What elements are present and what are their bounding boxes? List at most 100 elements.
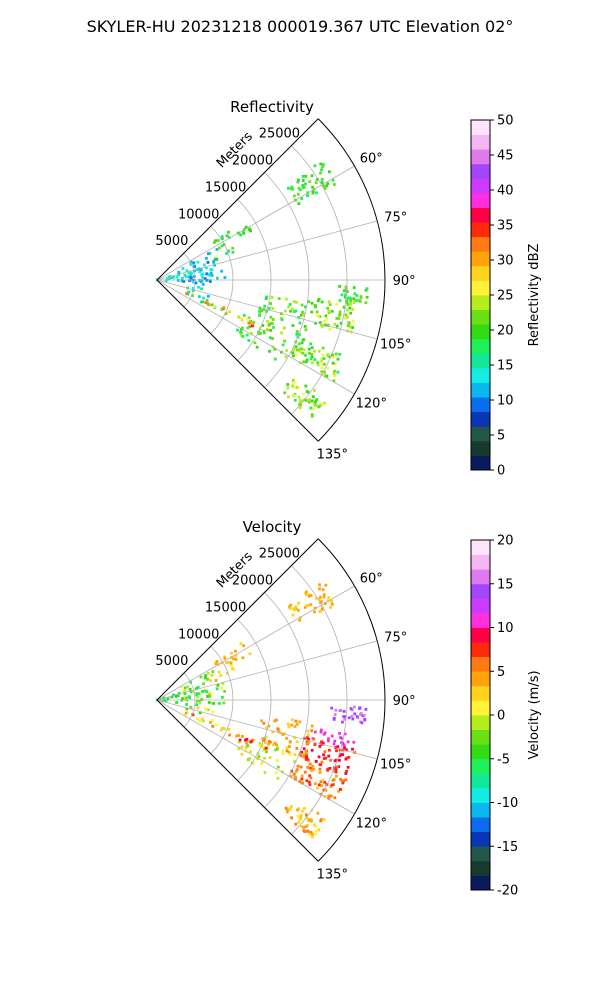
echo-point	[281, 733, 285, 736]
echo-point	[318, 583, 321, 587]
colorbar-segment	[471, 875, 490, 891]
echo-point	[210, 274, 214, 277]
echo-point	[305, 358, 309, 362]
echo-point	[345, 300, 348, 304]
echo-point	[296, 808, 299, 812]
echo-point	[347, 321, 351, 325]
echo-point	[315, 310, 319, 314]
echo-point	[344, 287, 348, 290]
echo-point	[245, 741, 249, 745]
echo-point	[241, 230, 245, 233]
echo-point	[281, 749, 285, 753]
echo-point	[323, 374, 327, 377]
colorbar-segment	[471, 251, 490, 267]
echo-point	[326, 599, 330, 602]
echo-point	[292, 300, 296, 303]
echo-point	[237, 747, 241, 750]
echo-point	[306, 736, 309, 739]
echo-point	[223, 656, 227, 660]
echo-point	[325, 317, 328, 321]
echo-point	[346, 303, 350, 306]
echo-point	[313, 606, 317, 610]
echo-point	[296, 192, 300, 196]
echo-point	[177, 273, 180, 277]
echo-point	[239, 233, 243, 237]
echo-point	[326, 353, 329, 357]
echo-point	[294, 353, 298, 357]
echo-point	[323, 187, 327, 190]
echo-point	[352, 286, 356, 289]
echo-point	[196, 686, 200, 690]
echo-point	[315, 178, 319, 181]
echo-point	[318, 587, 321, 591]
echo-point	[192, 263, 196, 267]
echo-point	[201, 717, 204, 721]
echo-point	[287, 186, 290, 190]
echo-point	[191, 690, 195, 694]
echo-point	[246, 317, 249, 321]
echo-point	[353, 751, 357, 754]
echo-point	[313, 389, 316, 392]
echo-point	[265, 726, 269, 729]
echo-point	[326, 366, 330, 370]
echo-point	[326, 767, 330, 771]
echo-point	[322, 595, 326, 599]
echo-point	[338, 754, 342, 758]
echo-point	[207, 708, 210, 712]
angular-tick-label: 105°	[380, 337, 411, 352]
echo-point	[332, 379, 336, 383]
echo-point	[230, 664, 233, 668]
echo-point	[306, 757, 310, 761]
echo-point	[184, 275, 188, 278]
echo-point	[335, 749, 338, 753]
echo-point	[333, 713, 337, 716]
echo-point	[227, 728, 231, 731]
echo-point	[303, 737, 306, 740]
echo-point	[295, 330, 299, 333]
echo-point	[332, 769, 336, 773]
echo-point	[219, 728, 223, 732]
echo-point	[310, 819, 313, 823]
echo-point	[336, 745, 340, 748]
echo-point	[301, 399, 304, 403]
echo-point	[268, 349, 271, 353]
echo-point	[183, 273, 187, 277]
echo-point	[267, 742, 271, 746]
echo-point	[256, 757, 259, 761]
echo-point	[349, 311, 353, 315]
echo-point	[198, 701, 202, 705]
echo-point	[311, 361, 314, 364]
colorbar-segment	[471, 612, 490, 628]
echo-point	[344, 293, 347, 296]
echo-point	[290, 769, 294, 773]
echo-point	[277, 730, 281, 734]
echo-point	[175, 695, 178, 698]
echo-point	[359, 713, 362, 716]
echo-point	[265, 750, 268, 754]
echo-point	[280, 318, 284, 321]
echo-point	[296, 764, 300, 768]
echo-point	[264, 735, 268, 739]
echo-point	[245, 737, 249, 741]
echo-point	[257, 755, 261, 758]
angular-tick-label: 105°	[380, 757, 411, 772]
echo-point	[307, 400, 311, 404]
colorbar-segment	[471, 715, 490, 730]
echo-point	[327, 300, 331, 304]
echo-point	[189, 276, 193, 280]
echo-point	[334, 770, 338, 774]
echo-point	[266, 328, 269, 332]
echo-point	[274, 771, 278, 775]
echo-point	[274, 718, 278, 722]
echo-point	[206, 261, 210, 264]
echo-point	[305, 604, 308, 608]
echo-point	[263, 741, 267, 745]
echo-point	[247, 316, 251, 320]
echo-point	[234, 654, 238, 657]
echo-point	[295, 386, 299, 389]
echo-point	[342, 715, 346, 718]
echo-point	[308, 774, 312, 778]
echo-point	[344, 772, 348, 775]
echo-point	[323, 370, 326, 374]
echo-point	[328, 327, 332, 331]
